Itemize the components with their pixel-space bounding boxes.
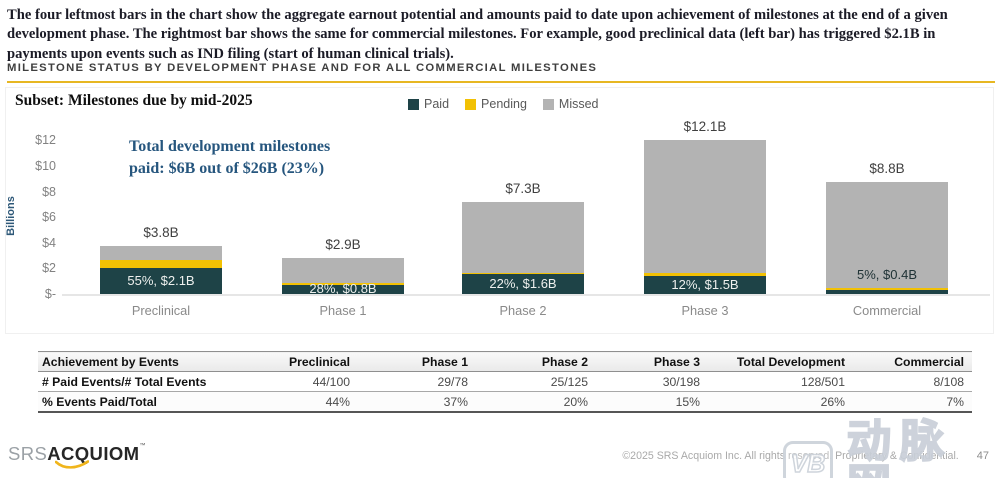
bar-segment-paid [100,268,222,295]
bar-group [826,182,948,295]
table-header-cell: Preclinical [263,351,358,372]
table-cell: 15% [675,394,700,409]
chart-legend: Paid Pending Missed [408,97,599,111]
table-row: # Paid Events/# Total Events 44/100 29/78 2… [38,371,972,392]
bar-segment-pending [100,260,222,269]
bar-segment-missed [100,246,222,261]
table-header-cell: Achievement by Events [38,351,263,372]
bar-segment-missed [282,257,404,284]
bar-paid-label: 22%, $1.6B [489,276,557,292]
bar-total-label: $3.8B [143,225,179,241]
gold-divider [7,81,995,83]
table-cell: 44% [325,394,350,409]
logo-trademark: ™ [139,443,146,449]
bar-segment-pending [644,273,766,276]
legend-item: Paid [408,97,449,111]
footer-right: ©2025 SRS Acquiom Inc. All rights reserv… [622,450,989,462]
x-category-label: Phase 2 [499,303,547,318]
bar-total-label: $7.3B [505,180,541,196]
watermark: VB 动脉网 [783,417,999,478]
bar-segment-paid [282,284,404,295]
bar-segment-paid [462,274,584,295]
legend-swatch-icon [408,98,419,110]
bar-group [462,201,584,295]
x-axis-baseline [62,294,990,296]
x-category-label: Phase 1 [319,303,367,318]
legend-label: Missed [558,97,599,111]
legend-label: Paid [424,97,450,111]
bar-segment-missed [462,201,584,273]
y-tick: $12 [35,133,56,148]
logo-swoosh-icon [55,460,89,469]
table-cell: 128/501 [708,371,853,392]
logo-acquiom-text: ACQUIOM [47,443,140,464]
y-tick: $2 [42,261,56,276]
table-cell: 29/78 [358,371,476,392]
table-header-cell: Phase 2 [476,351,596,372]
bar-segment-missed [826,182,948,288]
table-row-label: # Paid Events/# Total Events [38,371,263,392]
y-tick: $8 [42,184,56,199]
page-number: 47 [976,450,989,462]
x-category-label: Preclinical [131,303,191,318]
bar-segment-pending [462,272,584,275]
bar-paid-label: 5%, $0.4B [857,266,917,282]
table-header-cell: Commercial [853,351,972,372]
table-header-cell: Phase 1 [358,351,476,372]
table-cell: 37% [443,394,468,409]
y-tick: $6 [42,210,56,225]
table-cell: 30/198 [596,371,708,392]
logo-srs-text: SRS [8,443,48,464]
bar-segment-paid [644,275,766,295]
bar-segment-pending [826,287,948,290]
table-cell: 8/108 [853,371,972,392]
table-cell: 20% [563,394,588,409]
section-title: MILESTONE STATUS BY DEVELOPMENT PHASE AN… [7,62,598,74]
legend-swatch-icon [542,98,554,110]
chart-annotation: Total development milestones paid: $6B o… [129,136,330,180]
legend-label: Pending [481,97,527,111]
table-row-label: % Events Paid/Total [42,394,157,409]
table-cell: 44/100 [263,371,358,392]
watermark-text: 动脉网 [846,417,953,478]
table-cell: 25/125 [476,371,596,392]
bar-total-label: $8.8B [869,161,905,177]
y-tick: $10 [35,159,56,173]
y-tick: $- [44,287,56,301]
copyright-text: ©2025 SRS Acquiom Inc. All rights reserv… [622,450,959,462]
bar-paid-label: 55%, $2.1B [127,273,195,289]
bar-paid-label: 28%, $0.8B [309,281,377,297]
chart-panel [5,87,994,334]
table-cell: 26% [820,394,845,409]
annotation-line-1: Total development milestones [129,138,331,155]
table-row: % Events Paid/Total 44% 37% 20% 15% 26% 7% [38,391,972,412]
annotation-line-2: paid: $6B out of $26B (23%) [129,160,325,178]
x-category-label: Commercial [852,303,922,318]
brand-logo: SRSACQUIOM™ [8,443,146,465]
chart-subtitle: Subset: Milestones due by mid-2025 [15,92,253,109]
bar-group [644,140,766,295]
legend-swatch-icon [465,98,477,110]
y-tick: $4 [42,235,56,250]
bar-segment-missed [644,140,766,274]
legend-item: Pending [465,97,527,111]
bar-paid-label: 12%, $1.5B [671,276,739,292]
bar-group [282,257,404,295]
bar-total-label: $12.1B [683,119,727,135]
table-header-cell: Total Development [708,351,853,372]
bar-segment-pending [282,283,404,285]
intro-paragraph: The four leftmost bars in the chart show… [7,7,948,62]
bar-segment-paid [826,289,948,295]
legend-item: Missed [542,97,599,111]
bar-total-label: $2.9B [325,236,361,252]
table-header-cell: Phase 3 [596,351,708,372]
x-category-label: Phase 3 [681,303,729,318]
table-cell: 7% [946,394,964,409]
bar-group [100,246,222,295]
